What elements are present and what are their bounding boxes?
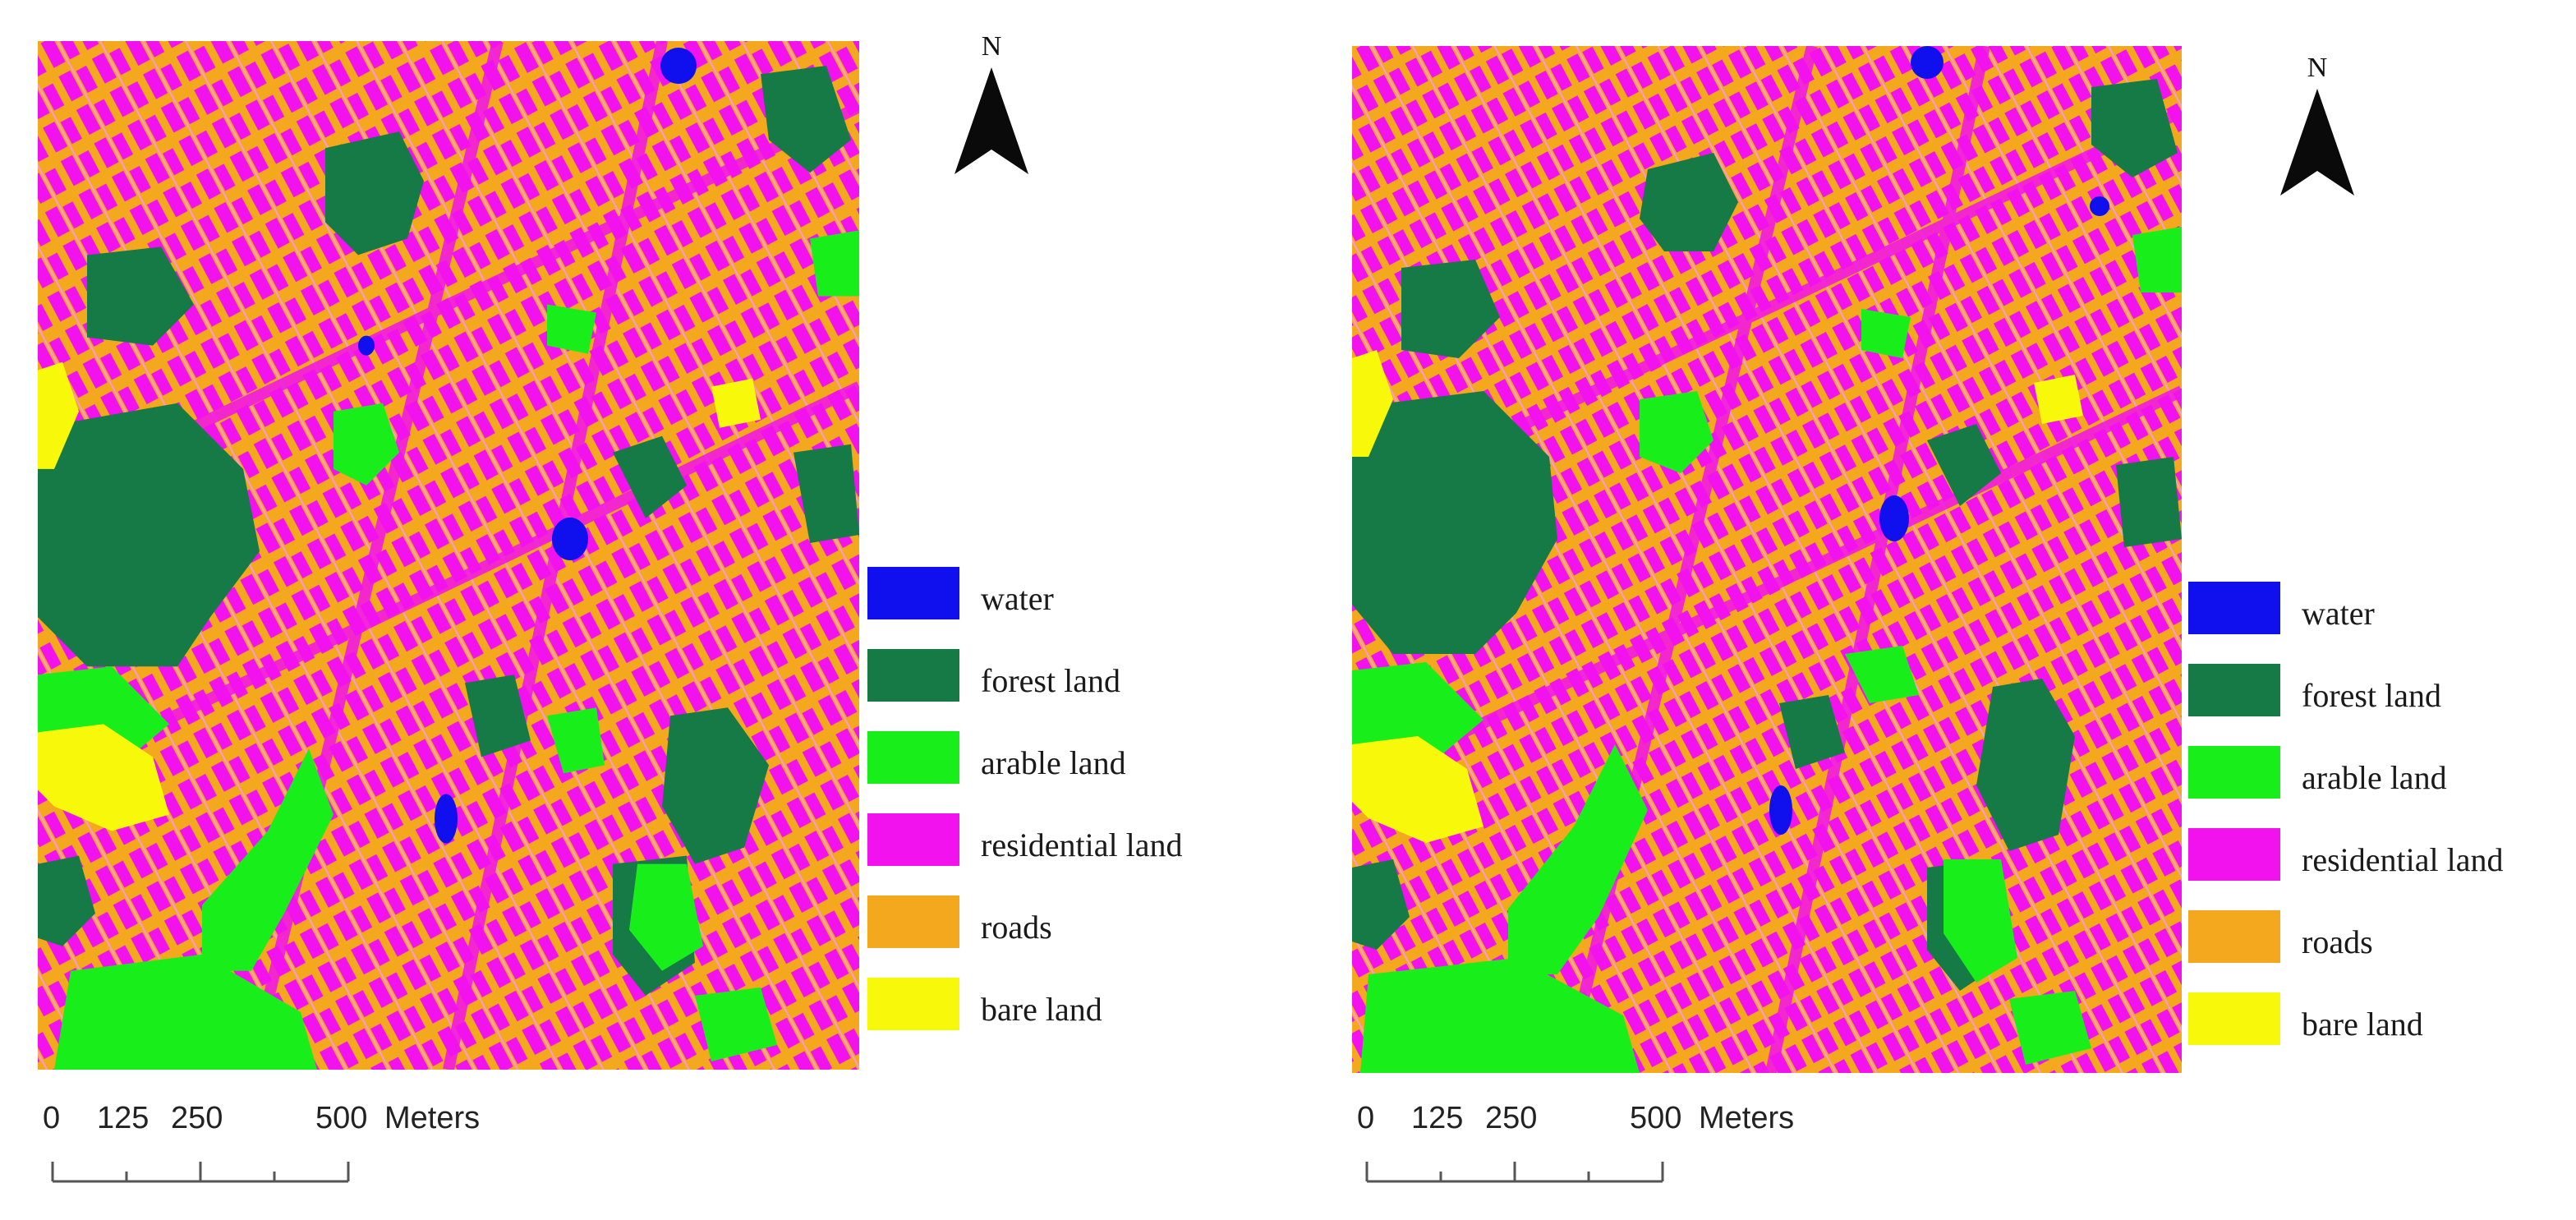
north-arrow: N [954,33,1028,174]
legend-item-water: water [2188,582,2566,664]
land-use-map-right [1352,46,2182,1073]
legend-label: arable land [2302,759,2447,796]
legend-item-arable-land: arable land [867,731,1245,813]
scale-tick-500: 500 [1630,1101,1682,1135]
legend-label: arable land [981,744,1126,781]
scale-tick-250: 250 [1485,1101,1538,1135]
legend-item-roads: roads [2188,910,2566,992]
scale-unit: Meters [1699,1101,1795,1135]
land-use-map-left [38,41,859,1070]
scale-bar-line [1365,1162,1664,1183]
scale-tick-125: 125 [97,1101,150,1135]
legend-item-forest-land: forest land [2188,664,2566,746]
scale-tick-250: 250 [171,1101,223,1135]
legend-label: residential land [2302,841,2504,878]
legend-label: bare land [2302,1006,2423,1043]
residential-land-swatch [867,813,959,866]
water-swatch [867,567,959,619]
north-label: N [2307,53,2328,83]
legend: water forest land arable land residentia… [2188,582,2566,1075]
scale-bar: 0 125 250 500 Meters [1354,1101,1945,1199]
legend-label: water [2302,595,2375,632]
legend-label: bare land [981,991,1102,1028]
roads-swatch [2188,910,2280,963]
scale-tick-500: 500 [315,1101,368,1135]
legend-item-residential-land: residential land [867,813,1245,895]
scale-tick-125: 125 [1411,1101,1464,1135]
legend: water forest land arable land residentia… [867,567,1245,1060]
north-arrow-icon [954,67,1028,174]
north-arrow-icon [2280,89,2354,196]
arable-land-swatch [867,731,959,784]
legend-item-residential-land: residential land [2188,828,2566,910]
scale-tick-0: 0 [43,1101,61,1135]
legend-label: water [981,580,1054,617]
forest-land-swatch [2188,664,2280,716]
legend-label: forest land [2302,677,2441,714]
residential-land-swatch [2188,828,2280,881]
legend-label: roads [981,909,1052,946]
scale-bar-line [51,1162,350,1183]
scale-unit: Meters [384,1101,481,1135]
forest-land-swatch [867,649,959,702]
map-panel-right: N water forest land arable land resident… [1314,0,2576,1220]
scale-bar: 0 125 250 500 Meters [39,1101,631,1199]
legend-item-arable-land: arable land [2188,746,2566,828]
north-label: N [981,31,1002,62]
arable-land-swatch [2188,746,2280,799]
legend-label: roads [2302,923,2373,960]
legend-item-bare-land: bare land [2188,992,2566,1075]
legend-item-roads: roads [867,895,1245,978]
north-arrow: N [2280,54,2354,196]
legend-item-bare-land: bare land [867,978,1245,1060]
roads-swatch [867,895,959,948]
map-panel-left: N water forest land arable land resident… [38,33,1245,1199]
legend-item-water: water [867,567,1245,649]
legend-label: forest land [981,662,1120,699]
bare-land-swatch [2188,992,2280,1045]
legend-item-forest-land: forest land [867,649,1245,731]
water-swatch [2188,582,2280,634]
legend-label: residential land [981,826,1183,863]
scale-tick-0: 0 [1357,1101,1375,1135]
bare-land-swatch [867,978,959,1030]
